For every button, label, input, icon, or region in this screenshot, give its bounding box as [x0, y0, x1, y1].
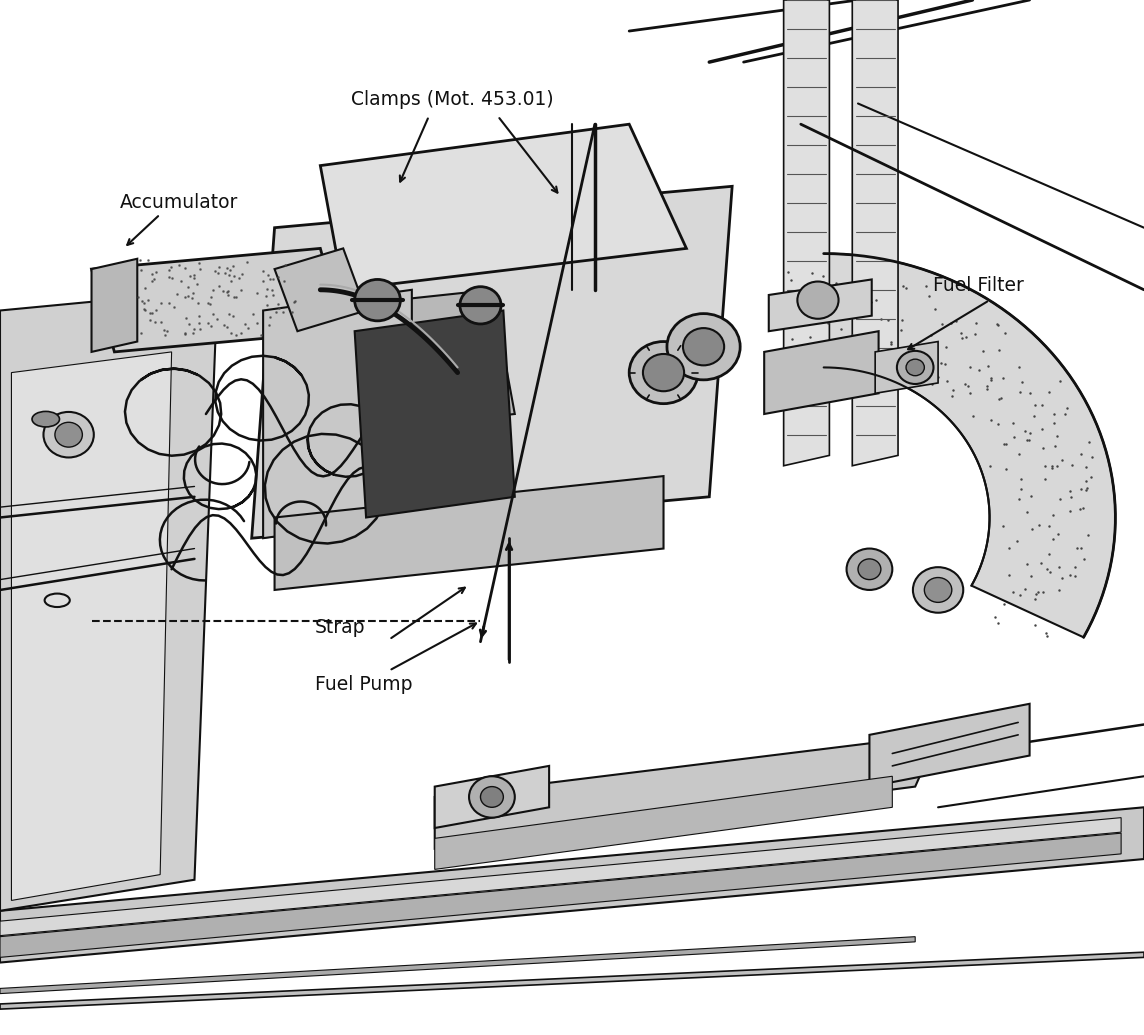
Circle shape: [683, 328, 724, 365]
Polygon shape: [275, 476, 664, 590]
Polygon shape: [92, 248, 343, 352]
Circle shape: [460, 287, 501, 324]
Polygon shape: [769, 279, 872, 331]
Polygon shape: [0, 833, 1121, 957]
Polygon shape: [252, 186, 732, 538]
Circle shape: [629, 342, 698, 404]
Circle shape: [847, 549, 892, 590]
Polygon shape: [875, 342, 938, 393]
Polygon shape: [824, 254, 1115, 638]
Polygon shape: [435, 766, 549, 828]
Circle shape: [355, 279, 400, 321]
Polygon shape: [435, 776, 892, 869]
Polygon shape: [0, 807, 1144, 963]
Text: Fuel Pump: Fuel Pump: [315, 675, 412, 693]
Polygon shape: [764, 331, 879, 414]
Text: Strap: Strap: [315, 618, 365, 637]
Circle shape: [906, 359, 924, 376]
Polygon shape: [92, 259, 137, 352]
Polygon shape: [0, 290, 217, 911]
Circle shape: [480, 787, 503, 807]
Polygon shape: [0, 818, 1121, 936]
Polygon shape: [297, 290, 515, 435]
Circle shape: [667, 314, 740, 380]
Polygon shape: [784, 0, 829, 466]
Polygon shape: [320, 124, 686, 290]
Text: Clamps (Mot. 453.01): Clamps (Mot. 453.01): [350, 90, 554, 109]
Polygon shape: [435, 735, 938, 849]
Polygon shape: [852, 0, 898, 466]
Polygon shape: [355, 310, 515, 518]
Circle shape: [55, 422, 82, 447]
Circle shape: [43, 412, 94, 457]
Polygon shape: [263, 290, 412, 538]
Circle shape: [924, 578, 952, 602]
Text: Accumulator: Accumulator: [120, 194, 238, 212]
Text: Fuel Filter: Fuel Filter: [934, 276, 1024, 295]
Polygon shape: [11, 352, 172, 900]
Circle shape: [858, 559, 881, 580]
Polygon shape: [0, 952, 1144, 1009]
Circle shape: [469, 776, 515, 818]
Circle shape: [797, 282, 839, 319]
Circle shape: [643, 354, 684, 391]
Circle shape: [913, 567, 963, 613]
Ellipse shape: [32, 412, 59, 427]
Polygon shape: [0, 937, 915, 994]
Polygon shape: [869, 704, 1030, 787]
Polygon shape: [275, 248, 366, 331]
Circle shape: [897, 351, 934, 384]
